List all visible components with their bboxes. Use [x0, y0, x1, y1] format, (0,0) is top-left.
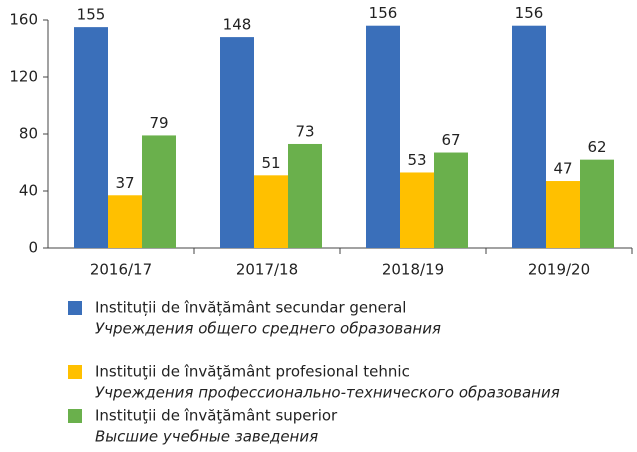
bar	[512, 25, 546, 249]
value-label: 73	[295, 122, 314, 140]
value-label: 79	[149, 114, 168, 132]
legend-swatch	[68, 365, 82, 379]
bar	[546, 181, 580, 248]
value-label: 53	[407, 151, 426, 169]
bar	[434, 152, 468, 248]
legend-label: Instituţii de învăţământ profesional teh…	[95, 363, 410, 381]
value-label: 47	[553, 160, 572, 178]
bar	[220, 37, 254, 248]
x-tick-label: 2016/17	[90, 261, 152, 279]
value-label: 37	[115, 174, 134, 192]
bar	[142, 135, 176, 248]
y-tick-label: 40	[19, 182, 38, 200]
bar	[288, 143, 322, 248]
legend-label: Instituţii de învăţământ superior	[95, 407, 338, 425]
value-label: 67	[441, 131, 460, 149]
value-label: 51	[261, 154, 280, 172]
value-label: 156	[369, 4, 398, 22]
y-tick-label: 160	[9, 11, 38, 29]
legend-label-ru: Высшие учебные заведения	[95, 428, 318, 446]
x-tick-label: 2017/18	[236, 261, 298, 279]
bar	[400, 172, 434, 248]
bar	[108, 195, 142, 248]
legend-label-ru: Учреждения общего среднего образования	[95, 320, 441, 338]
value-label: 156	[515, 4, 544, 22]
y-tick-label: 80	[19, 125, 38, 143]
y-tick-label: 0	[28, 239, 38, 257]
bar	[254, 175, 288, 248]
legend-swatch	[68, 301, 82, 315]
legend-swatch	[68, 409, 82, 423]
y-tick-label: 120	[9, 68, 38, 86]
legend-label: Instituții de învățământ secundar genera…	[95, 299, 406, 317]
value-label: 62	[587, 138, 606, 156]
x-tick-label: 2018/19	[382, 261, 444, 279]
legend-label-ru: Учреждения профессионально-технического …	[95, 384, 560, 402]
value-label: 148	[223, 16, 252, 34]
x-tick-label: 2019/20	[528, 261, 590, 279]
bar	[74, 27, 108, 248]
value-label: 155	[77, 6, 106, 24]
bar	[366, 25, 400, 249]
bar	[580, 159, 614, 248]
